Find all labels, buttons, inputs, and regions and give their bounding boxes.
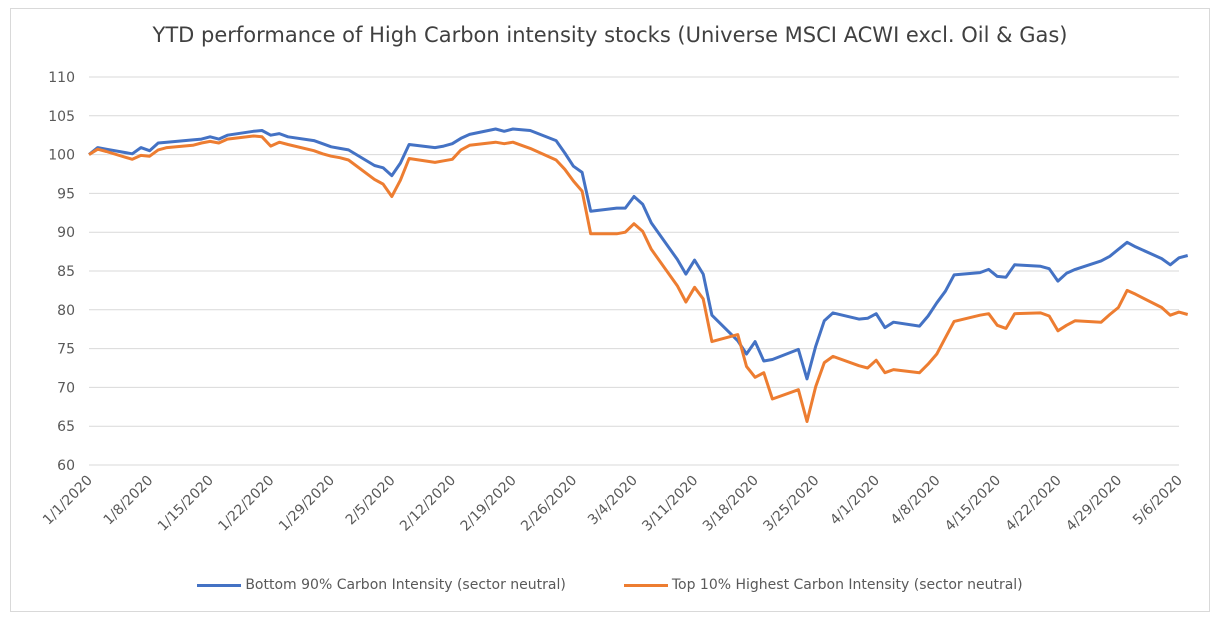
x-tick-label: 2/12/2020: [397, 473, 459, 535]
y-tick-label: 95: [57, 186, 75, 202]
gridlines: [89, 76, 1179, 466]
x-tick-label: 5/6/2020: [1130, 473, 1186, 529]
x-tick-label: 4/1/2020: [827, 473, 883, 529]
x-tick-label: 3/11/2020: [639, 473, 701, 535]
legend: Bottom 90% Carbon Intensity (sector neut…: [11, 577, 1209, 593]
y-axis-ticks: 60 65 70 75 80 85 90 95 100 105 110: [48, 70, 75, 474]
x-tick-label: 4/29/2020: [1063, 473, 1125, 535]
x-tick-label: 3/25/2020: [760, 473, 822, 535]
series-line-bottom-90: [88, 127, 1189, 381]
y-tick-label: 75: [57, 342, 75, 358]
y-tick-label: 80: [57, 303, 75, 319]
x-tick-label: 1/29/2020: [276, 473, 338, 535]
x-tick-label: 2/19/2020: [458, 473, 520, 535]
chart-title: YTD performance of High Carbon intensity…: [152, 23, 1068, 47]
chart-svg: 60 65 70 75 80 85 90 95 100 105 110 1/1/2020 1/8/20…: [40, 70, 1189, 535]
x-tick-label: 3/18/2020: [700, 473, 762, 535]
x-tick-label: 1/8/2020: [101, 473, 157, 529]
x-tick-label: 4/8/2020: [888, 473, 944, 529]
legend-swatch-blue: [197, 583, 242, 587]
y-tick-label: 85: [57, 264, 75, 280]
y-tick-label: 100: [48, 148, 75, 164]
legend-swatch-orange: [623, 583, 668, 587]
y-tick-label: 110: [48, 70, 75, 86]
legend-label: Top 10% Highest Carbon Intensity (sector…: [671, 577, 1023, 593]
y-tick-label: 105: [48, 109, 75, 125]
chart-frame: YTD performance of High Carbon intensity…: [10, 8, 1210, 612]
x-tick-label: 4/15/2020: [942, 473, 1004, 535]
y-tick-label: 65: [57, 419, 75, 435]
x-tick-label: 1/22/2020: [215, 473, 277, 535]
x-tick-label: 3/4/2020: [585, 473, 641, 529]
legend-label: Bottom 90% Carbon Intensity (sector neut…: [245, 577, 566, 593]
series-line-top-10: [88, 134, 1189, 423]
x-tick-label: 2/5/2020: [343, 473, 399, 529]
x-tick-label: 2/26/2020: [518, 473, 580, 535]
series-lines: [88, 127, 1189, 423]
legend-item-bottom-90: Bottom 90% Carbon Intensity (sector neut…: [197, 577, 566, 593]
y-tick-label: 70: [57, 380, 75, 396]
y-tick-label: 60: [57, 458, 75, 474]
y-tick-label: 90: [57, 225, 75, 241]
legend-item-top-10: Top 10% Highest Carbon Intensity (sector…: [623, 577, 1023, 593]
x-tick-label: 4/22/2020: [1003, 473, 1065, 535]
x-tick-label: 1/1/2020: [40, 473, 96, 529]
x-axis-ticks: 1/1/2020 1/8/20201/15/20201/22/20201/29/2…: [40, 473, 1186, 535]
x-tick-label: 1/15/2020: [155, 473, 217, 535]
